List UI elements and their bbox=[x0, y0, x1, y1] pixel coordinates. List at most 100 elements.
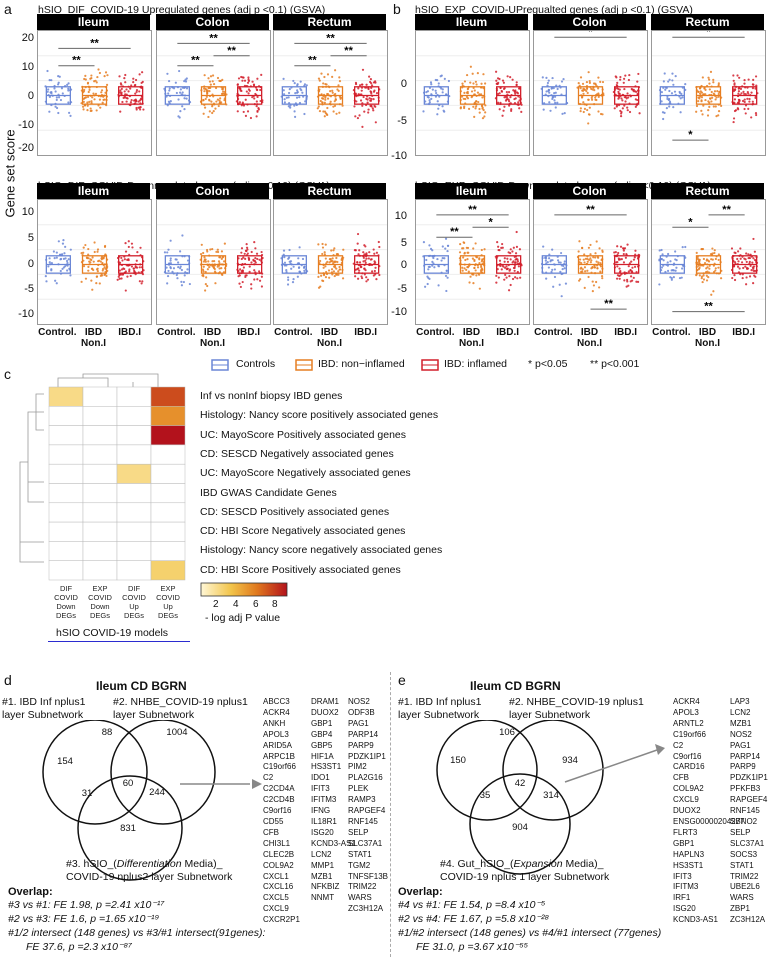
point-noninflamed bbox=[221, 88, 224, 91]
point-noninflamed bbox=[476, 91, 480, 94]
point-inflamed bbox=[509, 283, 512, 287]
point-noninflamed bbox=[99, 260, 102, 263]
point-noninflamed bbox=[701, 247, 705, 251]
point-noninflamed bbox=[459, 243, 462, 246]
sig-label: ** bbox=[90, 37, 99, 49]
point-inflamed bbox=[356, 242, 359, 245]
heat-cell bbox=[150, 521, 186, 542]
heat-cell bbox=[150, 502, 186, 523]
point-noninflamed bbox=[210, 100, 213, 103]
point-noninflamed bbox=[323, 101, 326, 104]
point-controls bbox=[561, 268, 564, 271]
point-controls bbox=[61, 242, 65, 245]
point-noninflamed bbox=[597, 261, 600, 264]
point-noninflamed bbox=[581, 246, 584, 250]
legend-box-noninflamed bbox=[295, 359, 313, 371]
point-noninflamed bbox=[708, 101, 711, 104]
point-inflamed bbox=[132, 77, 135, 80]
point-inflamed bbox=[260, 275, 263, 278]
venn-e bbox=[436, 720, 665, 875]
gene-name: SELP bbox=[348, 827, 369, 837]
panel-e-overlap-line: #4 vs #1: FE 1.54, p =8.4 x10⁻⁵ bbox=[398, 899, 546, 911]
facet-plot-rectum: * * bbox=[651, 30, 766, 156]
point-inflamed bbox=[633, 265, 637, 268]
point-noninflamed bbox=[584, 270, 587, 273]
point-inflamed bbox=[254, 257, 257, 260]
point-noninflamed bbox=[715, 115, 718, 118]
gene-name: ZC3H12A bbox=[348, 904, 384, 914]
point-inflamed bbox=[257, 107, 260, 110]
point-controls bbox=[167, 92, 170, 95]
point-noninflamed bbox=[481, 258, 484, 262]
point-inflamed bbox=[515, 245, 519, 249]
point-inflamed bbox=[628, 110, 632, 114]
point-noninflamed bbox=[463, 252, 466, 255]
point-inflamed bbox=[253, 241, 256, 244]
point-noninflamed bbox=[221, 78, 224, 81]
point-noninflamed bbox=[480, 266, 483, 269]
legend-controls: Controls bbox=[236, 358, 276, 370]
point-noninflamed bbox=[717, 258, 720, 262]
point-inflamed bbox=[248, 265, 251, 268]
point-noninflamed bbox=[459, 107, 462, 110]
point-noninflamed bbox=[481, 117, 485, 120]
point-controls bbox=[563, 112, 566, 115]
point-noninflamed bbox=[597, 92, 600, 95]
point-inflamed bbox=[509, 76, 512, 79]
point-inflamed bbox=[508, 275, 511, 278]
point-inflamed bbox=[737, 98, 741, 102]
point-inflamed bbox=[256, 257, 259, 261]
point-noninflamed bbox=[586, 257, 589, 261]
point-noninflamed bbox=[92, 92, 95, 95]
point-inflamed bbox=[733, 83, 736, 86]
legend-inflamed: IBD: inflamed bbox=[444, 358, 508, 370]
point-inflamed bbox=[363, 110, 366, 113]
point-noninflamed bbox=[95, 109, 98, 112]
point-inflamed bbox=[368, 251, 371, 254]
point-controls bbox=[57, 111, 60, 115]
point-inflamed bbox=[358, 269, 361, 272]
point-inflamed bbox=[621, 107, 624, 110]
point-controls bbox=[673, 90, 677, 93]
point-inflamed bbox=[258, 258, 261, 261]
point-controls bbox=[298, 270, 302, 273]
point-noninflamed bbox=[706, 114, 710, 117]
venn-d-circle-2 bbox=[77, 775, 183, 881]
point-noninflamed bbox=[717, 253, 720, 256]
point-inflamed bbox=[631, 88, 634, 91]
point-controls bbox=[674, 269, 677, 272]
point-inflamed bbox=[632, 276, 635, 279]
point-inflamed bbox=[736, 265, 740, 268]
point-controls bbox=[668, 100, 672, 103]
point-controls bbox=[542, 245, 545, 248]
point-noninflamed bbox=[91, 96, 94, 99]
venn-d-circle-3 bbox=[110, 720, 216, 825]
point-noninflamed bbox=[478, 111, 481, 114]
point-inflamed bbox=[500, 246, 503, 249]
point-inflamed bbox=[520, 110, 523, 113]
point-controls bbox=[429, 81, 433, 84]
point-noninflamed bbox=[332, 270, 336, 273]
point-inflamed bbox=[134, 78, 138, 82]
point-noninflamed bbox=[330, 249, 333, 252]
point-controls bbox=[67, 258, 70, 261]
venn-e-c124: 42 bbox=[514, 778, 526, 789]
point-controls bbox=[545, 257, 548, 260]
point-inflamed bbox=[236, 83, 239, 86]
venn-d-only3: 831 bbox=[120, 823, 136, 834]
point-noninflamed bbox=[583, 261, 586, 264]
heat-cell bbox=[150, 406, 186, 426]
point-controls bbox=[684, 83, 687, 86]
point-controls bbox=[166, 282, 169, 285]
point-noninflamed bbox=[714, 98, 717, 101]
facet-plot-ileum bbox=[415, 30, 530, 156]
sig-label: ** bbox=[326, 32, 335, 44]
gene-name: COL9A2 bbox=[263, 860, 294, 870]
point-inflamed bbox=[378, 273, 381, 277]
point-noninflamed bbox=[716, 90, 719, 93]
gene-name: C2 bbox=[263, 773, 274, 783]
point-inflamed bbox=[363, 267, 366, 270]
point-controls bbox=[443, 77, 446, 80]
point-noninflamed bbox=[339, 268, 342, 271]
point-noninflamed bbox=[599, 80, 602, 83]
